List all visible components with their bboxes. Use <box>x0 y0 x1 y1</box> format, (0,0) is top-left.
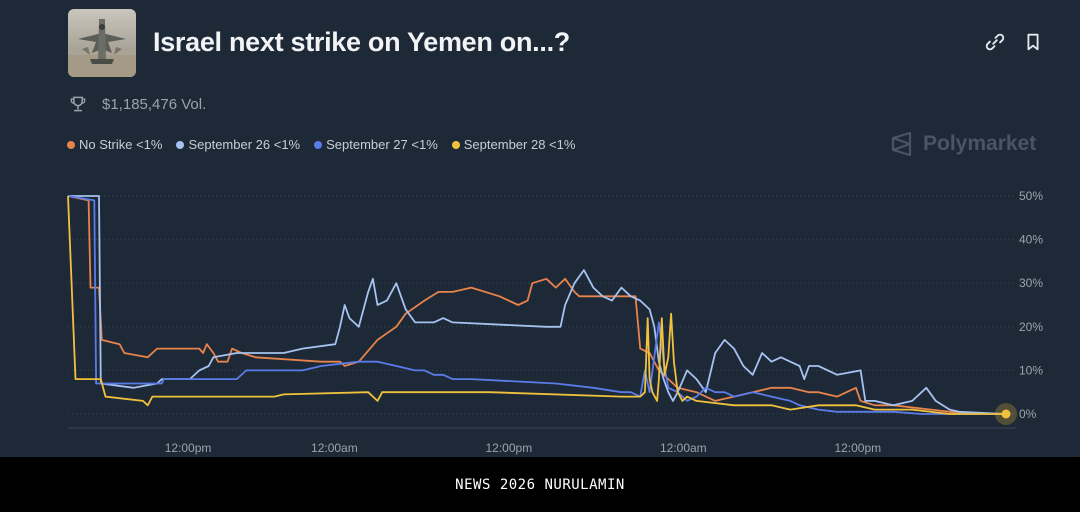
price-history-chart[interactable]: 0% 10% 20% 30% 40% 50% 12:00pm 12:00am 12:00pm 12… <box>0 170 1080 457</box>
polymarket-logo-icon <box>891 131 912 157</box>
x-tick-label: 12:00am <box>311 441 358 455</box>
legend-item-september-26: September 26 <1% <box>176 137 300 152</box>
legend-item-september-27: September 27 <1% <box>314 137 438 152</box>
x-tick-label: 12:00pm <box>834 441 881 455</box>
legend-swatch <box>176 140 185 149</box>
y-tick-label: 30% <box>1019 276 1043 290</box>
legend-label: September 27 <1% <box>326 137 438 152</box>
legend-swatch <box>451 140 460 149</box>
footer-banner: NEWS 2026 NURULAMIN <box>0 457 1080 512</box>
legend-label: No Strike <1% <box>79 137 163 152</box>
market-title: Israel next strike on Yemen on...? <box>153 27 570 57</box>
series-line-3 <box>67 195 1006 415</box>
market-card: Israel next strike on Yemen on...? $1,18… <box>0 9 1080 457</box>
chart-legend: No Strike <1% September 26 <1% September… <box>67 137 575 152</box>
end-marker <box>1001 409 1011 419</box>
y-tick-label: 10% <box>1019 363 1043 377</box>
legend-item-no-strike: No Strike <1% <box>67 137 162 152</box>
series-line-2 <box>67 195 1006 415</box>
copy-link-button[interactable] <box>984 31 1006 53</box>
volume-row: $1,185,476 Vol. <box>68 94 206 114</box>
series-line-0 <box>67 195 1006 415</box>
brand-name: Polymarket <box>923 132 1037 155</box>
bookmark-icon <box>1027 33 1039 51</box>
polymarket-watermark: Polymarket <box>890 131 1036 157</box>
legend-label: September 26 <1% <box>188 137 301 152</box>
volume-text: $1,185,476 Vol. <box>102 95 207 113</box>
bookmark-button[interactable] <box>1022 31 1044 53</box>
y-tick-label: 20% <box>1019 320 1043 334</box>
legend-label: September 28 <1% <box>463 137 576 152</box>
legend-swatch <box>314 140 323 149</box>
y-tick-label: 40% <box>1019 233 1043 247</box>
fighter-jet-image <box>68 9 136 77</box>
x-tick-label: 12:00pm <box>165 441 212 455</box>
legend-item-september-28: September 28 <1% <box>451 137 576 152</box>
link-icon <box>985 33 1005 51</box>
trophy-icon <box>70 96 86 112</box>
series-line-1 <box>68 195 1007 415</box>
x-tick-label: 12:00pm <box>486 441 533 455</box>
legend-swatch <box>67 140 75 149</box>
y-tick-label: 0% <box>1019 407 1037 421</box>
x-tick-label: 12:00am <box>660 441 707 455</box>
y-tick-label: 50% <box>1019 189 1043 203</box>
market-thumbnail[interactable] <box>68 9 136 77</box>
